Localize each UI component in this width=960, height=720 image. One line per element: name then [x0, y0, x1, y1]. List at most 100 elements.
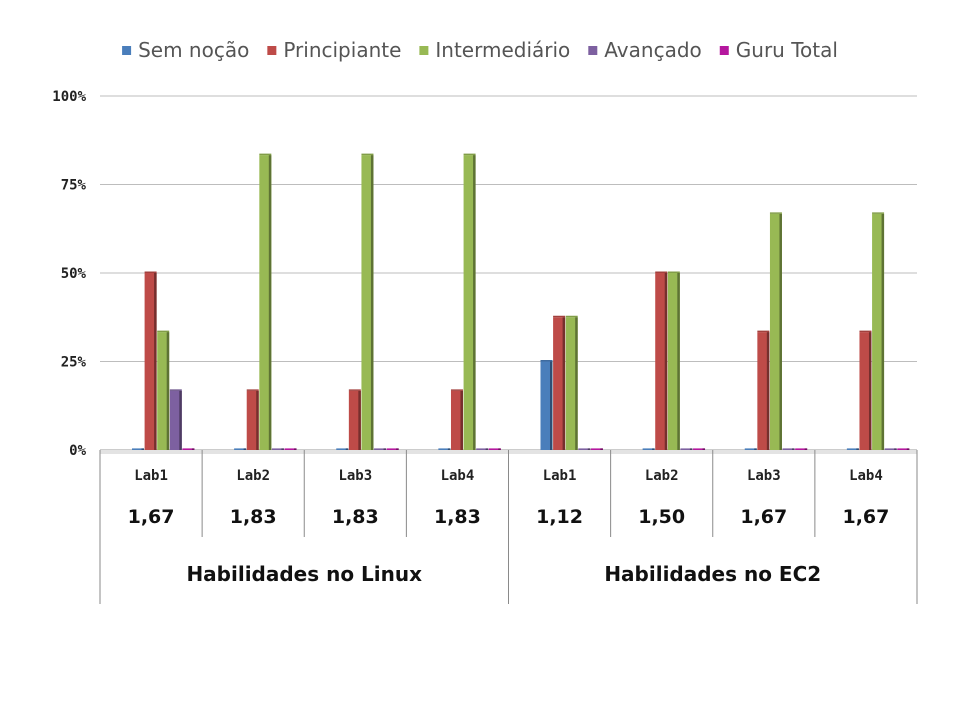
score-value: 1,12	[536, 506, 583, 528]
category-label: Lab4	[849, 468, 883, 484]
bar-shadow	[754, 448, 757, 450]
y-tick-label: 25%	[61, 355, 87, 371]
bar-top	[757, 330, 770, 333]
category-label: Lab4	[441, 468, 475, 484]
bar-top	[246, 389, 259, 391]
y-tick-label: 0%	[69, 443, 86, 459]
bar	[642, 448, 655, 450]
bar	[476, 448, 489, 450]
legend-label: Sem noção	[138, 38, 249, 62]
legend-label: Principiante	[283, 38, 401, 62]
bar-shadow	[166, 332, 170, 450]
bar	[157, 332, 170, 450]
score-value: 1,67	[128, 506, 175, 528]
category-label: Lab3	[338, 468, 372, 484]
bar	[667, 273, 680, 450]
bar	[769, 213, 782, 450]
bars	[132, 153, 910, 451]
y-tick-label: 100%	[52, 89, 86, 105]
y-axis-ticks: 0% 25% 50% 75% 100%	[52, 89, 86, 459]
bar-shadow	[498, 448, 501, 450]
bar	[182, 448, 195, 450]
score-value: 1,67	[842, 506, 889, 528]
bar-shadow	[358, 390, 361, 450]
bar	[259, 155, 272, 451]
bar-shadow	[294, 448, 297, 450]
legend: Sem noção Principiante Intermediário Avança…	[122, 38, 838, 62]
bar-shadow	[141, 448, 144, 450]
bar-shadow	[664, 273, 668, 450]
bar	[744, 448, 757, 450]
bar-shadow	[550, 361, 553, 450]
bar	[872, 213, 885, 450]
bar-shadow	[804, 448, 808, 450]
bar	[655, 273, 668, 450]
bar	[795, 448, 808, 450]
gridlines	[100, 95, 917, 454]
bar-top	[667, 271, 680, 273]
bar-shadow	[447, 448, 451, 450]
bar-shadow	[396, 448, 399, 450]
bar	[463, 155, 476, 451]
y-tick-label: 75%	[61, 178, 87, 194]
bar	[897, 448, 910, 450]
legend-label: Intermediário	[435, 38, 570, 62]
score-value: 1,67	[740, 506, 787, 528]
legend-item: Principiante	[267, 38, 401, 62]
legend-item: Avançado	[588, 38, 702, 62]
bar	[348, 390, 361, 450]
bar-top	[259, 153, 272, 156]
bar-shadow	[370, 155, 374, 451]
bar-shadow	[652, 448, 655, 450]
bar	[846, 448, 859, 450]
bar-top	[769, 212, 782, 214]
bar	[693, 448, 706, 450]
bar	[271, 448, 284, 450]
bar-shadow	[702, 448, 706, 450]
bar-shadow	[881, 213, 885, 450]
score-value: 1,83	[332, 506, 379, 528]
bar-top	[157, 330, 170, 333]
bar	[553, 317, 566, 450]
bar	[374, 448, 387, 450]
legend-label: Guru Total	[736, 38, 838, 62]
bar-shadow	[600, 448, 603, 450]
bar	[859, 332, 872, 450]
bar-top	[553, 315, 566, 318]
legend-swatch	[419, 46, 429, 55]
legend-item: Intermediário	[419, 38, 570, 62]
bar	[438, 448, 451, 450]
bar-shadow	[575, 317, 578, 450]
bar	[336, 448, 349, 450]
bar-top	[169, 389, 182, 391]
bar-shadow	[868, 332, 872, 450]
bar-top	[450, 389, 463, 391]
bar	[132, 448, 144, 450]
bar-top	[655, 271, 668, 273]
bar-shadow	[256, 390, 259, 450]
bar	[884, 448, 897, 450]
score-value: 1,50	[638, 506, 685, 528]
legend-swatch	[122, 46, 132, 55]
bar-shadow	[179, 390, 182, 450]
bar-shadow	[281, 448, 284, 450]
bar	[782, 448, 795, 450]
group-label: Habilidades no EC2	[604, 562, 821, 586]
category-label: Lab1	[543, 468, 577, 484]
bar-shadow	[792, 448, 795, 450]
score-value: 1,83	[230, 506, 277, 528]
bar	[565, 317, 578, 450]
bar-top	[540, 360, 553, 362]
bar-shadow	[345, 448, 349, 450]
bar	[386, 448, 399, 450]
bar-shadow	[766, 332, 770, 450]
bar-shadow	[689, 448, 693, 450]
bar-shadow	[243, 448, 247, 450]
bar	[680, 448, 693, 450]
bar	[144, 273, 157, 450]
legend-item: Guru Total	[719, 38, 838, 62]
bar-top	[872, 212, 885, 214]
bar-top	[463, 153, 476, 156]
bar-shadow	[268, 155, 272, 451]
